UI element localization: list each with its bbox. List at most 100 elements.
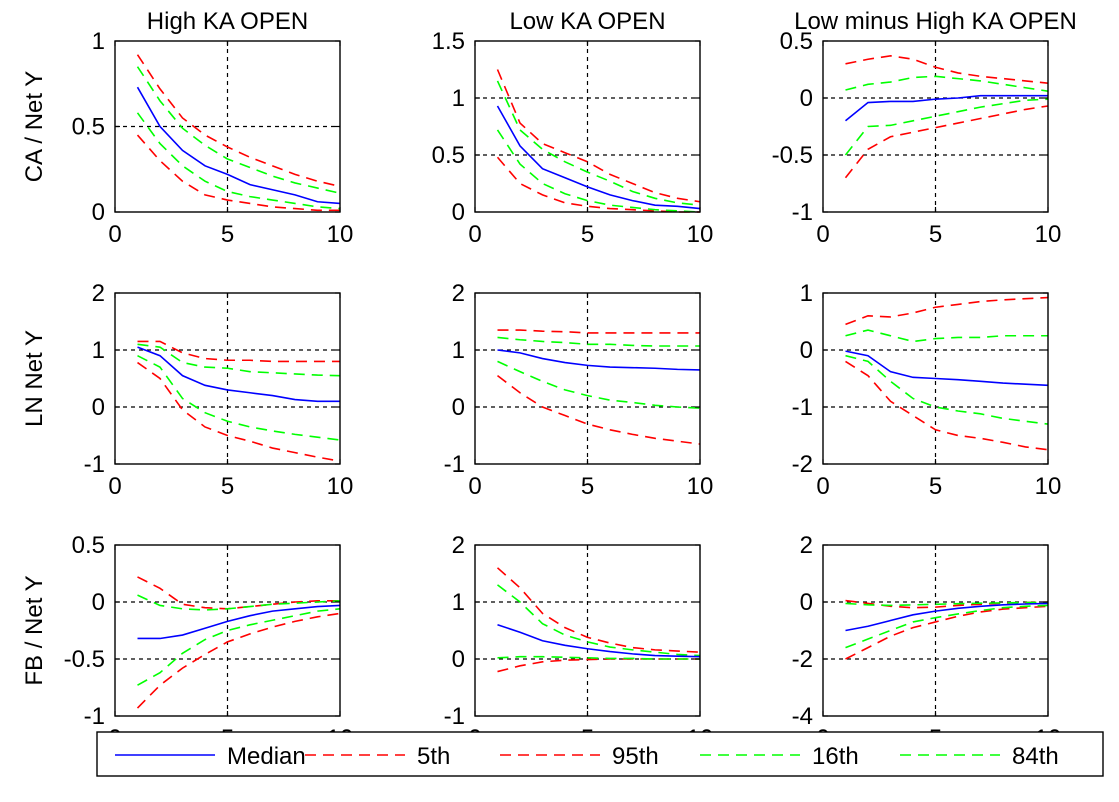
y-tick-label: 0 [800, 589, 813, 616]
reference-lines [115, 293, 340, 464]
series-line-p84 [845, 329, 1048, 343]
series-line-p95 [496, 567, 701, 653]
y-axis-label: CA / Net Y [21, 71, 48, 183]
x-tick-label: 10 [687, 473, 714, 500]
series-line-p5 [845, 360, 1049, 451]
series-line-p84 [497, 584, 701, 657]
series-line-p95 [137, 576, 340, 610]
plot-area [475, 41, 700, 212]
y-tick-label: 0 [800, 337, 813, 364]
y-tick-label: 1 [452, 85, 465, 112]
y-tick-label: -4 [792, 703, 813, 730]
x-tick-label: 10 [1035, 221, 1062, 248]
y-tick-label: -1 [444, 451, 465, 478]
legend-entry-median: Median [115, 743, 306, 770]
series-line-p5 [845, 605, 1049, 660]
y-tick-label: -1 [792, 199, 813, 226]
series-line-p16 [136, 112, 341, 210]
y-tick-label: 1 [452, 589, 465, 616]
x-tick-label: 0 [108, 221, 121, 248]
legend-label: 5th [417, 743, 450, 770]
series-line-p95 [137, 340, 340, 363]
y-tick-label: 1 [800, 280, 813, 307]
series-line-p16 [497, 655, 700, 660]
series-line-median [496, 105, 701, 210]
panel-title: High KA OPEN [147, 8, 308, 35]
x-tick-label: 10 [327, 473, 354, 500]
legend: Median 5th 95th 16th 84th [96, 731, 1104, 777]
reference-lines [475, 293, 700, 464]
panel-title: Low KA OPEN [509, 8, 665, 35]
y-tick-label: 1 [92, 28, 105, 55]
series-line-p84 [845, 601, 1048, 607]
x-tick-label: 5 [221, 473, 234, 500]
series-line-p16 [496, 129, 701, 213]
y-tick-label: 2 [452, 532, 465, 559]
x-tick-label: 0 [468, 221, 481, 248]
series-line-median [136, 86, 341, 205]
y-tick-label: 0.5 [72, 532, 105, 559]
y-tick-label: 0 [452, 646, 465, 673]
series-line-median [137, 346, 340, 403]
x-tick-label: 5 [929, 473, 942, 500]
y-tick-label: 0.5 [72, 114, 105, 141]
y-tick-label: -1 [84, 703, 105, 730]
y-tick-label: 1 [452, 337, 465, 364]
series-line-p5 [844, 105, 1049, 179]
y-tick-label: 0 [800, 85, 813, 112]
x-tick-label: 5 [929, 221, 942, 248]
y-tick-label: -1 [444, 703, 465, 730]
x-tick-label: 10 [327, 221, 354, 248]
legend-label: 95th [612, 743, 659, 770]
series-line-median [845, 602, 1049, 632]
y-tick-label: 0 [92, 589, 105, 616]
y-tick-label: 1.5 [432, 28, 465, 55]
legend-box [96, 731, 1104, 777]
y-tick-label: 1 [92, 337, 105, 364]
y-tick-label: 2 [92, 280, 105, 307]
legend-label: Median [227, 743, 306, 770]
series-line-p84 [136, 66, 341, 194]
y-tick-label: 2 [452, 280, 465, 307]
panel-6: 0 5 10 -2 -1 0 1 [792, 280, 1062, 500]
panel-1: 0 5 10 0 0.5 1 High KA OPEN CA / Net Y [21, 8, 353, 248]
series-line-median [845, 350, 1049, 387]
series-line-median [844, 94, 1048, 122]
legend-entry-p16: 16th [700, 743, 859, 770]
series-line-p95 [845, 55, 1049, 84]
plot-area [823, 41, 1048, 212]
x-tick-label: 0 [816, 221, 829, 248]
y-tick-label: 0 [92, 199, 105, 226]
reference-lines [823, 293, 1048, 464]
x-tick-label: 10 [687, 221, 714, 248]
series-line-p84 [137, 343, 341, 377]
series-line-p16 [497, 360, 701, 409]
y-axis-label: FB / Net Y [21, 575, 48, 685]
series-line-p95 [497, 329, 700, 334]
series-line-p84 [845, 75, 1049, 92]
x-tick-label: 0 [108, 473, 121, 500]
plot-area [823, 545, 1048, 716]
legend-label: 84th [1012, 743, 1059, 770]
x-tick-label: 0 [816, 473, 829, 500]
y-tick-label: 2 [800, 532, 813, 559]
y-tick-label: 0 [452, 394, 465, 421]
y-tick-label: 0.5 [432, 142, 465, 169]
panel-2: 0 5 10 0 0.5 1 1.5 Low KA OPEN [432, 8, 714, 248]
reference-lines [115, 41, 340, 212]
series-line-median [497, 349, 701, 371]
y-tick-label: -0.5 [772, 142, 813, 169]
y-tick-label: -2 [792, 451, 813, 478]
y-tick-label: 0 [92, 394, 105, 421]
series-line-p16 [137, 354, 341, 441]
series-line-p16 [845, 604, 1049, 649]
series-line-p16 [137, 608, 341, 686]
series-line-p5 [136, 612, 341, 709]
series-line-p5 [497, 375, 701, 445]
series-line-median [137, 604, 341, 640]
series-line-p84 [137, 594, 341, 611]
y-tick-label: -2 [792, 646, 813, 673]
x-tick-label: 10 [1035, 473, 1062, 500]
